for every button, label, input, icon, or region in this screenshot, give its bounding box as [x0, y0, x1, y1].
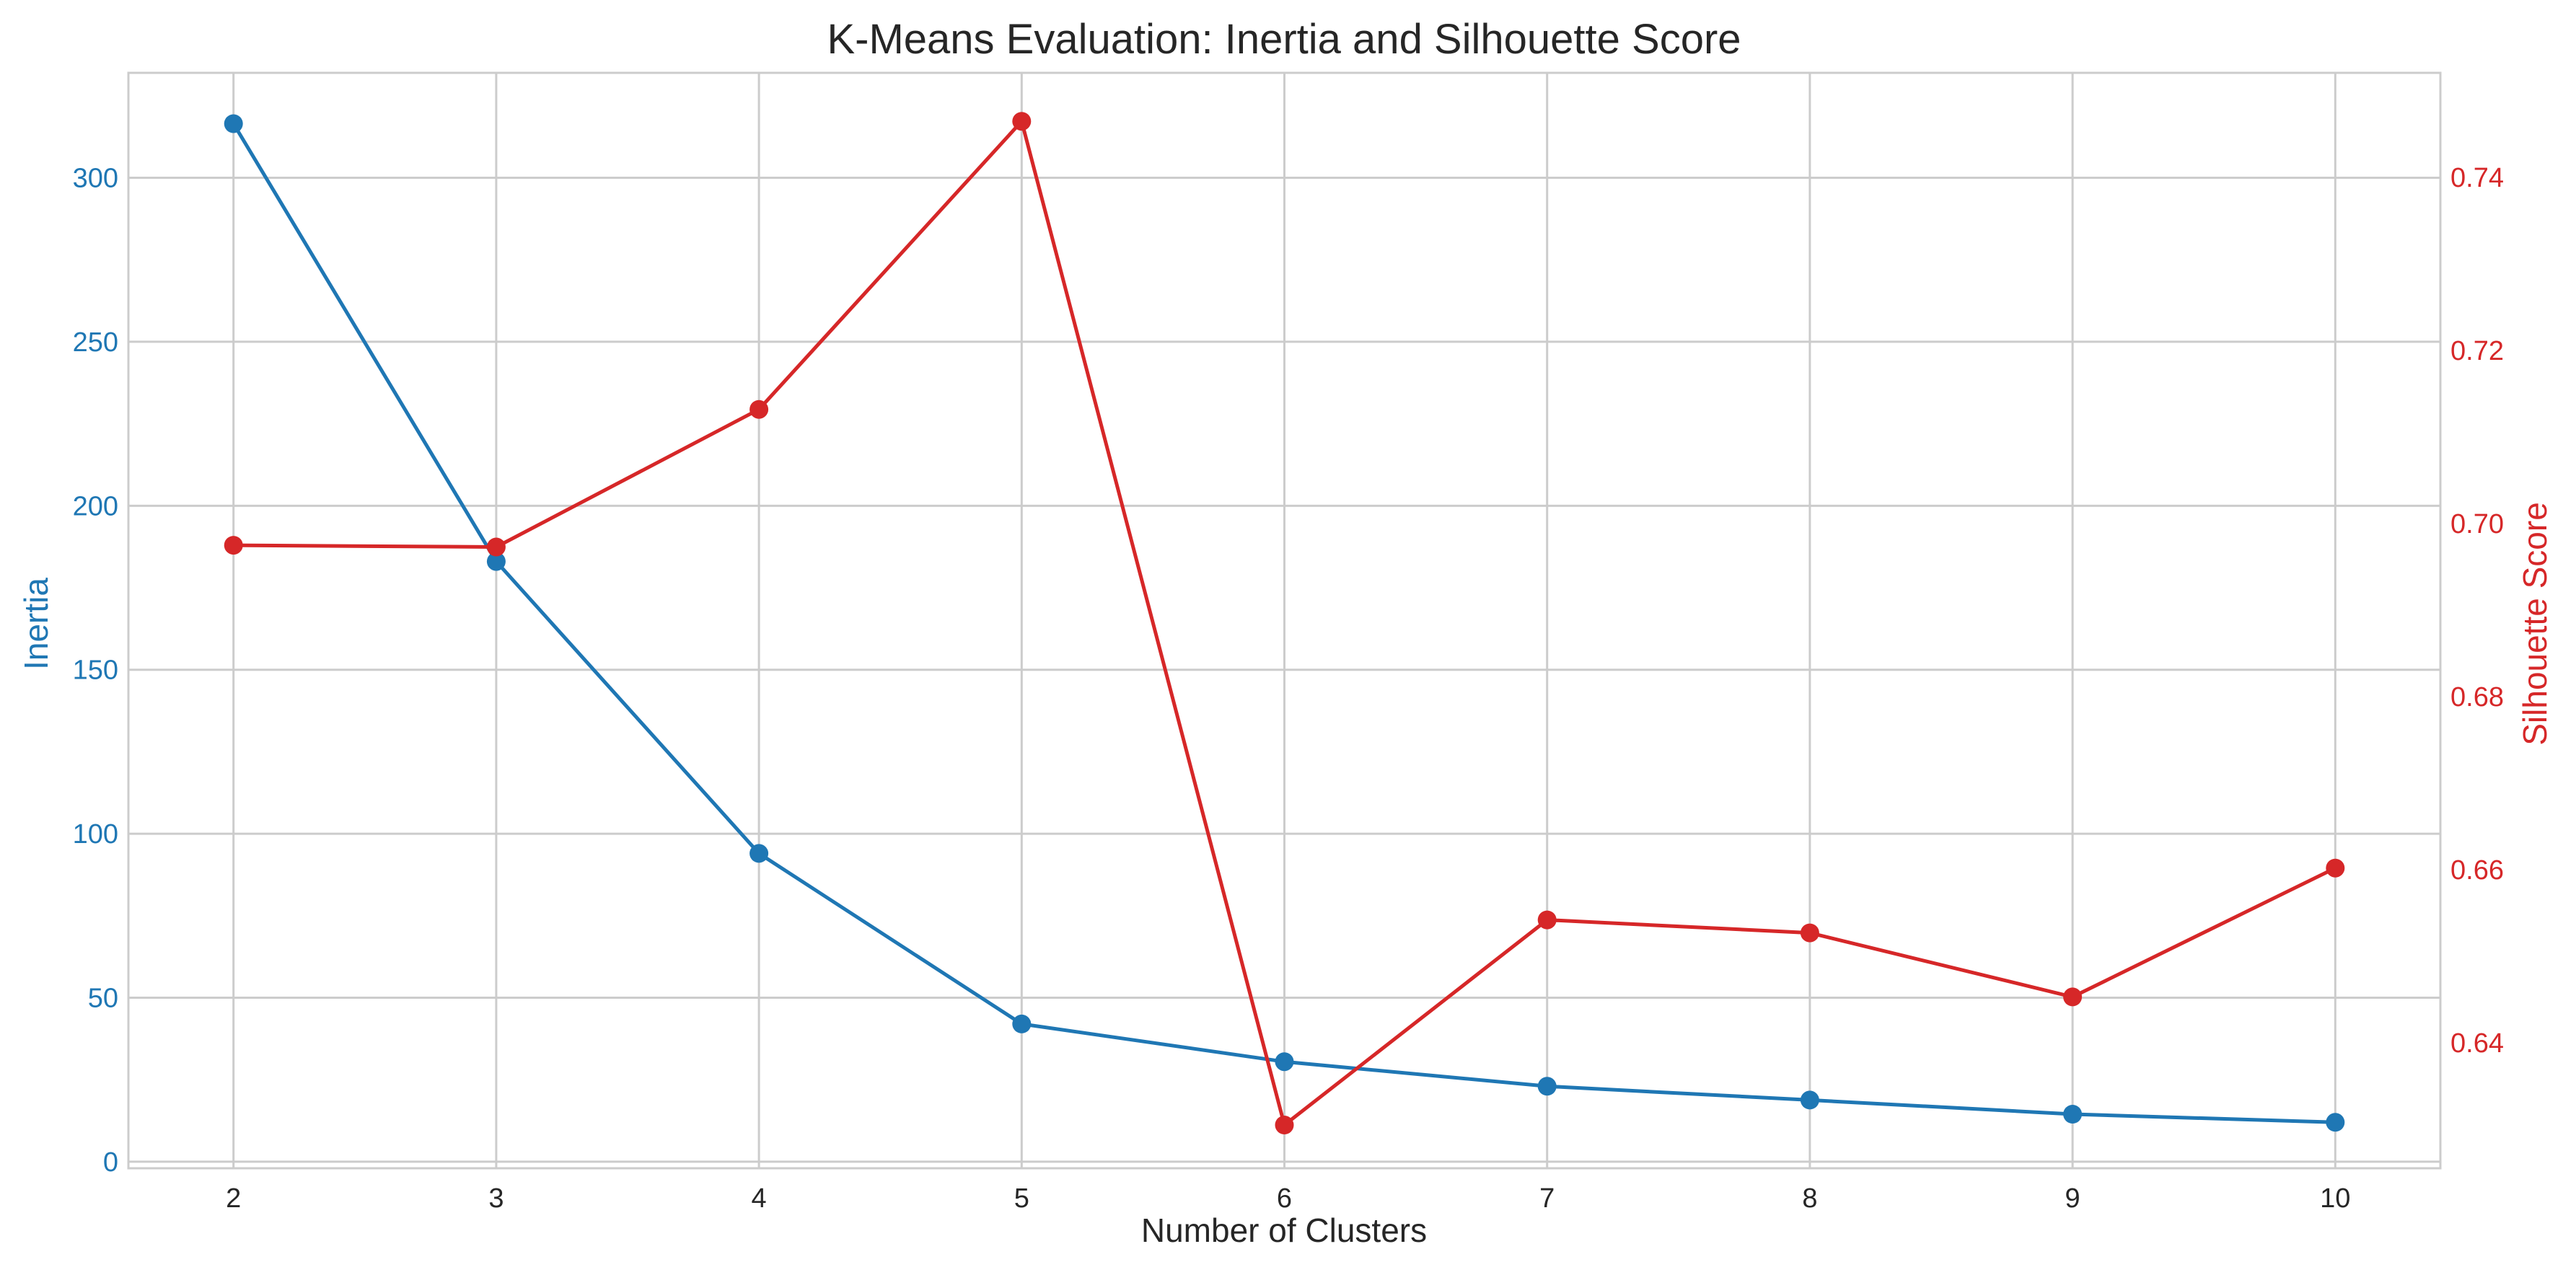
inertia-point-k9: [2063, 1105, 2083, 1124]
inertia-point-k3: [486, 552, 506, 571]
y-tick-label-left: 150: [73, 656, 118, 686]
inertia-point-k10: [2326, 1113, 2345, 1132]
x-tick-label: 2: [226, 1183, 241, 1214]
y-tick-label-right: 0.70: [2450, 509, 2504, 539]
silhouette-point-k5: [1012, 112, 1032, 131]
inertia-point-k5: [1012, 1014, 1032, 1033]
series-layer: [224, 112, 2345, 1134]
y-tick-label-left: 250: [73, 327, 118, 358]
silhouette-point-k4: [749, 400, 769, 419]
silhouette-point-k3: [486, 537, 506, 557]
silhouette-point-k7: [1537, 910, 1557, 930]
x-tick-label: 10: [2320, 1183, 2350, 1214]
inertia-point-k8: [1800, 1090, 1819, 1110]
y-tick-label-left: 100: [73, 819, 118, 850]
x-tick-label: 6: [1277, 1183, 1292, 1214]
x-tick-label: 4: [752, 1183, 767, 1214]
inertia-point-k7: [1537, 1077, 1557, 1096]
chart-title: K-Means Evaluation: Inertia and Silhouet…: [827, 16, 1741, 63]
y-axis-label-left: Inertia: [17, 578, 55, 670]
y-tick-label-right: 0.66: [2450, 855, 2504, 886]
y-tick-label-left: 300: [73, 164, 118, 194]
tick-labels: 2 3 4 5 6 7 8 9 100501001502002503000.640.660.68…: [73, 163, 2504, 1214]
y-tick-label-right: 0.72: [2450, 336, 2504, 366]
inertia-point-k2: [224, 114, 243, 133]
x-tick-label: 7: [1539, 1183, 1555, 1214]
y-tick-label-right: 0.74: [2450, 163, 2504, 193]
y-axis-label-right: Silhouette Score: [2516, 502, 2554, 746]
silhouette-point-k9: [2063, 987, 2083, 1007]
x-tick-label: 3: [488, 1183, 504, 1214]
y-tick-label-right: 0.68: [2450, 682, 2504, 712]
x-tick-label: 9: [2065, 1183, 2080, 1214]
y-tick-label-left: 0: [103, 1147, 118, 1178]
silhouette-point-k8: [1800, 923, 1819, 943]
y-tick-label-left: 50: [88, 984, 118, 1014]
x-tick-label: 8: [1802, 1183, 1817, 1214]
inertia-point-k6: [1275, 1052, 1294, 1072]
inertia-point-k4: [749, 844, 769, 863]
silhouette-point-k10: [2326, 858, 2345, 878]
x-axis-label: Number of Clusters: [1141, 1212, 1427, 1249]
x-tick-label: 5: [1014, 1183, 1029, 1214]
y-tick-label-right: 0.64: [2450, 1028, 2504, 1059]
y-tick-label-left: 200: [73, 491, 118, 521]
silhouette-point-k6: [1275, 1116, 1294, 1134]
silhouette-point-k2: [224, 536, 243, 555]
plot-frame: [127, 71, 2442, 1170]
grid-lines: [128, 73, 2440, 1168]
